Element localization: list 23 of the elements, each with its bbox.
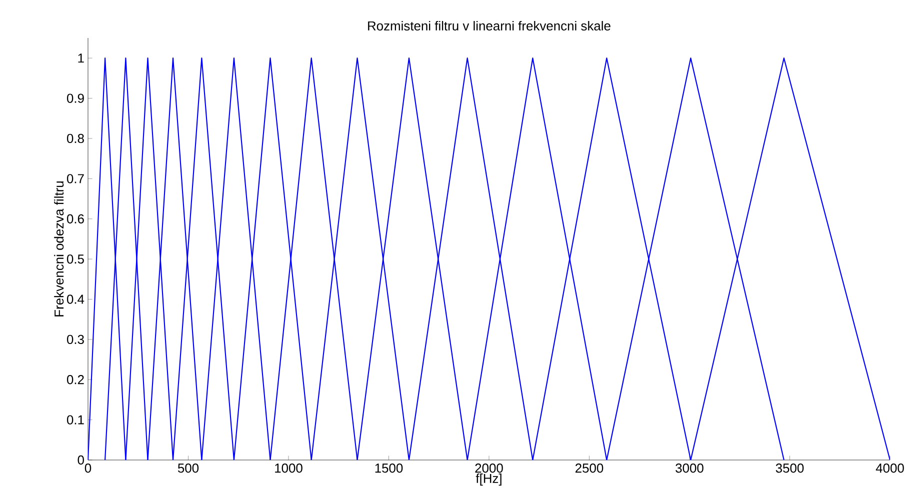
y-tick-label: 0.3 (66, 334, 84, 344)
y-tick-label: 0.9 (66, 94, 84, 103)
y-tick-label: 0.5 (66, 254, 84, 264)
y-tick-label: 0.6 (66, 214, 84, 224)
x-tick-label: 4000 (876, 464, 904, 473)
y-tick-label: 0.8 (66, 134, 84, 144)
chart-title: Rozmisteni filtru v linearni frekvencni skale (368, 20, 610, 30)
y-axis-title: Frekvencni odezva filtru (54, 182, 64, 316)
x-axis-title: f[Hz] (476, 474, 502, 486)
x-tick-label: 2000 (475, 464, 503, 473)
y-tick-label: 1 (78, 54, 84, 63)
x-tick-label: 1000 (275, 464, 302, 473)
x-tick-label: 2500 (576, 464, 604, 473)
x-tick-label: 0 (84, 464, 92, 473)
x-tick-label: 1500 (375, 464, 403, 473)
y-tick-label: 0.4 (66, 294, 84, 304)
x-tick-label: 500 (178, 464, 199, 473)
y-tick-label: 0.7 (66, 174, 84, 184)
x-tick-label: 3000 (676, 464, 704, 473)
y-tick-label: 0.1 (66, 415, 84, 424)
x-tick-label: 3500 (776, 464, 804, 473)
y-tick-label: 0 (78, 455, 84, 465)
y-tick-label: 0.2 (66, 375, 84, 384)
